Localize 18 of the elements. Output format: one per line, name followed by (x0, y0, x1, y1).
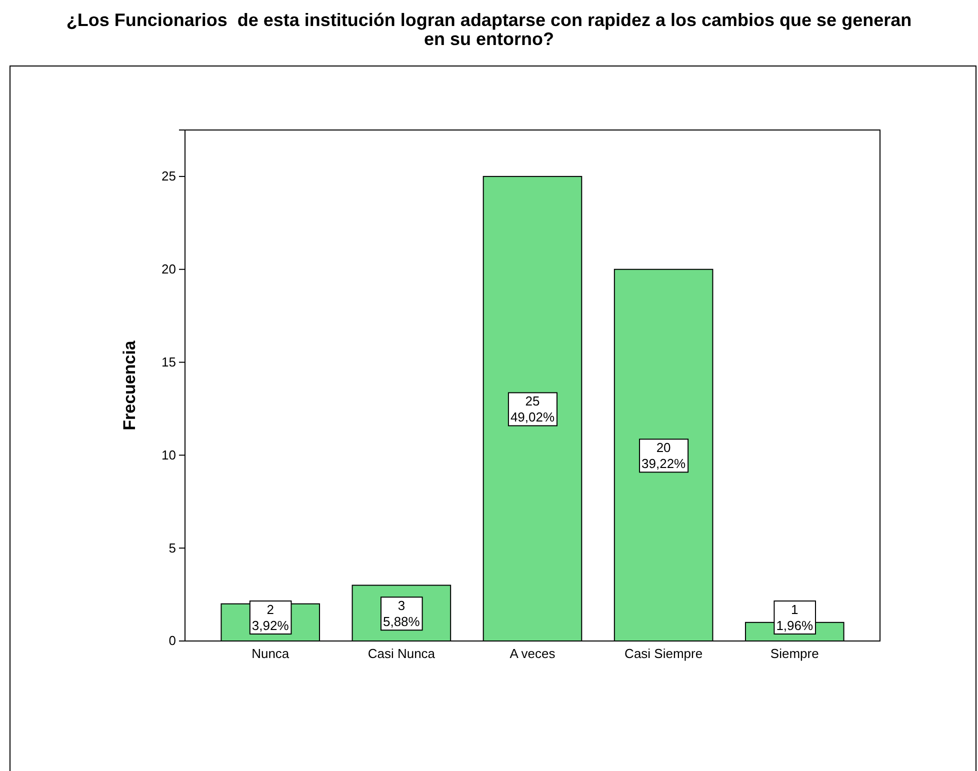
x-tick-label: Nunca (252, 646, 290, 662)
y-tick-label: 25 (162, 168, 176, 184)
x-tick-label: Casi Nunca (368, 646, 436, 662)
data-label: 1 1,96% (776, 602, 814, 633)
y-axis-title: Frecuencia (120, 340, 139, 430)
y-tick-label: 10 (162, 447, 176, 462)
y-tick-label: 15 (162, 354, 176, 370)
x-tick-label: Casi Siempre (624, 646, 703, 662)
y-tick-label: 20 (162, 262, 176, 277)
data-label: 2 3,92% (252, 602, 290, 633)
y-tick-label: 5 (168, 540, 176, 556)
data-label: 3 5,88% (382, 598, 420, 630)
x-tick-label: A veces (510, 646, 556, 662)
y-tick-label: 0 (168, 633, 176, 648)
x-tick-label: Siempre (770, 646, 819, 662)
data-label: 20 39,22% (642, 440, 686, 472)
data-label: 25 49,02% (510, 394, 555, 425)
chart-title: ¿Los Funcionarios de esta institución logran adaptarse con rapidez a los cambios que se generan en su entorno? (66, 10, 912, 49)
